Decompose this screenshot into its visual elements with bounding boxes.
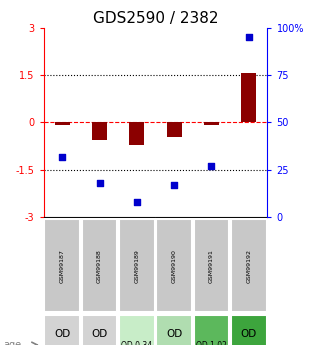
Bar [156, 315, 192, 345]
Text: OD: OD [241, 329, 257, 339]
Bar [193, 219, 230, 312]
Point [246, 34, 251, 40]
Text: OD: OD [166, 329, 182, 339]
Bar [92, 122, 107, 140]
Text: OD: OD [91, 329, 108, 339]
Bar [81, 315, 118, 345]
Text: OD: OD [54, 329, 70, 339]
Text: OD 0.34: OD 0.34 [121, 341, 152, 345]
Title: GDS2590 / 2382: GDS2590 / 2382 [93, 11, 218, 27]
Text: GSM99187: GSM99187 [60, 249, 65, 283]
Text: OD 1.02: OD 1.02 [196, 341, 227, 345]
Bar [231, 315, 267, 345]
Bar [241, 73, 256, 122]
Text: GSM99188: GSM99188 [97, 249, 102, 283]
Point [209, 163, 214, 169]
Point [134, 199, 139, 205]
Bar [204, 122, 219, 125]
Point [60, 154, 65, 159]
Text: GSM99191: GSM99191 [209, 249, 214, 283]
Bar [44, 219, 80, 312]
Bar [81, 219, 118, 312]
Text: GSM99189: GSM99189 [134, 249, 139, 283]
Bar [167, 122, 182, 137]
Bar [156, 219, 192, 312]
Bar [129, 122, 144, 145]
Point [97, 180, 102, 186]
Text: GSM99192: GSM99192 [246, 249, 251, 283]
Bar [44, 315, 80, 345]
Text: GSM99190: GSM99190 [172, 249, 177, 283]
Bar [55, 122, 70, 125]
Bar [119, 219, 155, 312]
Bar [119, 315, 155, 345]
Point [172, 182, 177, 188]
Bar [231, 219, 267, 312]
Text: age: age [3, 340, 21, 345]
Bar [193, 315, 230, 345]
